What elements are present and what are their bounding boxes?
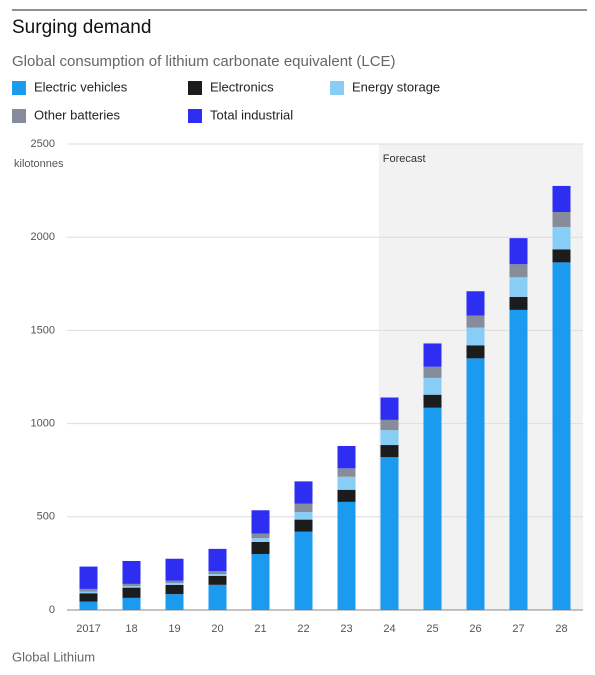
bar-segment: [251, 538, 270, 542]
x-tick-label: 22: [297, 623, 309, 635]
bar-segment: [466, 291, 485, 316]
bar-segment: [294, 512, 313, 520]
chart-subtitle: Global consumption of lithium carbonate …: [12, 53, 396, 70]
bar-segment: [466, 327, 485, 346]
bar-segment: [337, 501, 356, 610]
x-tick-label: 20: [211, 623, 223, 635]
y-tick-label: 500: [37, 511, 55, 523]
x-tick-label: 19: [168, 623, 180, 635]
y-tick-label: 1000: [31, 418, 55, 430]
legend-swatch: [330, 81, 344, 95]
x-tick-label: 21: [254, 623, 266, 635]
bar-segment: [208, 575, 227, 585]
bar-segment: [122, 560, 141, 584]
bar-segment: [294, 519, 313, 532]
x-tick-label: 23: [340, 623, 352, 635]
bar-segment: [380, 445, 399, 458]
y-tick-label: 2000: [31, 231, 55, 243]
bar-segment: [423, 407, 442, 610]
bar-segment: [208, 574, 227, 576]
legend-swatch: [12, 81, 26, 95]
bar-segment: [466, 358, 485, 610]
legend-swatch: [188, 109, 202, 123]
bar-segment: [79, 591, 98, 594]
bar-segment: [79, 593, 98, 602]
x-tick-label: 24: [383, 623, 395, 635]
bar-segment: [423, 394, 442, 408]
source: Global Lithium: [12, 649, 95, 664]
bar-segment: [380, 457, 399, 610]
bar-segment: [165, 558, 184, 581]
bar-segment: [208, 548, 227, 572]
bar-segment: [509, 309, 528, 610]
bar-segment: [552, 226, 571, 250]
legend-label: Energy storage: [352, 79, 440, 94]
x-tick-label: 25: [426, 623, 438, 635]
bar-segment: [251, 541, 270, 555]
legend-label: Electric vehicles: [34, 79, 128, 94]
bar-segment: [165, 582, 184, 585]
bar-segment: [122, 587, 141, 598]
y-axis-label: kilotonnes: [14, 158, 64, 170]
bar-segment: [466, 345, 485, 359]
bar-segment: [552, 262, 571, 610]
forecast-label: Forecast: [383, 153, 426, 165]
bar-segment: [466, 315, 485, 328]
bar-segment: [552, 185, 571, 213]
y-tick-label: 0: [49, 604, 55, 616]
bar-segment: [423, 377, 442, 395]
bar-segment: [165, 594, 184, 610]
legend-swatch: [188, 81, 202, 95]
bar-segment: [337, 476, 356, 490]
bar-segment: [79, 566, 98, 589]
x-tick-label: 27: [512, 623, 524, 635]
bar-segment: [208, 584, 227, 610]
x-tick-label: 26: [469, 623, 481, 635]
bar-segment: [380, 430, 399, 446]
bar-segment: [509, 238, 528, 265]
bar-segment: [251, 554, 270, 610]
x-tick-label: 28: [555, 623, 567, 635]
chart-title: Surging demand: [12, 17, 151, 38]
legend-label: Electronics: [210, 79, 274, 94]
bar-segment: [208, 571, 227, 575]
bar-segment: [251, 510, 270, 534]
bar-segment: [122, 583, 141, 587]
bar-segment: [294, 503, 313, 513]
bar-segment: [380, 419, 399, 431]
bar-segment: [79, 601, 98, 610]
bar-segment: [251, 533, 270, 539]
bar-segment: [552, 212, 571, 227]
bar-segment: [165, 580, 184, 583]
bar-segment: [294, 531, 313, 610]
y-tick-label: 1500: [31, 324, 55, 336]
bar-segment: [552, 249, 571, 263]
bar-segment: [423, 366, 442, 378]
bar-segment: [122, 586, 141, 588]
bar-segment: [122, 597, 141, 610]
x-tick-label: 2017: [76, 623, 100, 635]
bar-segment: [509, 277, 528, 297]
bar-segment: [423, 343, 442, 367]
bar-segment: [509, 296, 528, 310]
legend-label: Other batteries: [34, 107, 120, 122]
bar-segment: [337, 489, 356, 502]
bar-segment: [509, 264, 528, 278]
bar-segment: [337, 445, 356, 469]
legend-swatch: [12, 109, 26, 123]
bar-segment: [79, 588, 98, 592]
bar-segment: [337, 468, 356, 477]
bar-segment: [165, 584, 184, 595]
y-tick-label: 2500: [31, 138, 55, 150]
bar-segment: [294, 481, 313, 504]
x-tick-label: 18: [125, 623, 137, 635]
bar-segment: [380, 397, 399, 420]
legend-label: Total industrial: [210, 107, 293, 122]
